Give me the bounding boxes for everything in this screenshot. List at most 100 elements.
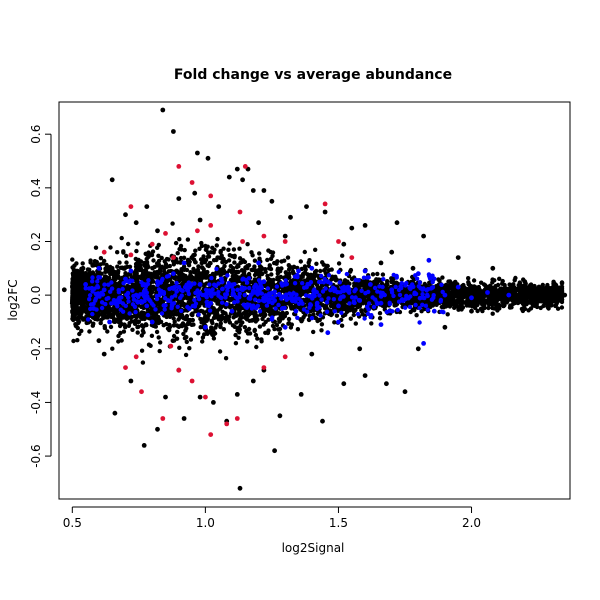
point-black-70 — [410, 265, 416, 271]
y-tick-label: 0.6 — [29, 125, 43, 144]
point-blue-27 — [368, 282, 373, 287]
point-blue-47 — [309, 265, 315, 271]
point-black-59 — [469, 308, 474, 314]
point-red-17 — [349, 255, 355, 260]
y-axis: -0.6 -0.4 -0.2 0.0 0.2 0.4 0.6 — [29, 125, 52, 468]
point-blue-51 — [325, 330, 331, 336]
point-red-25 — [160, 416, 166, 421]
point-black-35 — [562, 292, 568, 298]
point-red-22 — [189, 378, 195, 384]
point-blue-38 — [506, 292, 512, 298]
point-black-56 — [402, 389, 408, 395]
point-black-37 — [69, 300, 75, 306]
point-blue-42 — [149, 319, 155, 325]
point-black-54 — [362, 373, 368, 378]
x-axis-label: log2Signal — [282, 541, 345, 555]
point-red-13 — [101, 249, 107, 255]
point-blue-6 — [144, 303, 150, 309]
point-black-62 — [128, 378, 134, 384]
point-black-57 — [415, 346, 421, 352]
point-black-44 — [197, 394, 203, 400]
point-black-50 — [277, 413, 283, 419]
point-black-45 — [211, 400, 216, 405]
point-red-20 — [133, 354, 139, 360]
point-blue-37 — [485, 290, 490, 295]
point-black-26 — [197, 217, 203, 223]
point-black-9 — [250, 188, 256, 193]
point-black-49 — [272, 448, 277, 454]
point-black-13 — [216, 204, 222, 210]
point-black-10 — [261, 188, 267, 193]
x-tick-label: 1.0 — [196, 516, 215, 530]
point-black-39 — [101, 351, 107, 357]
point-black-29 — [341, 241, 347, 247]
point-blue-55 — [171, 271, 176, 277]
plot-frame — [58, 101, 571, 500]
x-axis: 0.5 1.0 1.5 2.0 — [63, 506, 481, 530]
point-black-32 — [490, 265, 496, 271]
y-tick-label: 0.0 — [29, 286, 43, 305]
point-blue-40 — [107, 319, 112, 325]
point-black-17 — [322, 209, 328, 215]
point-red-23 — [203, 394, 208, 400]
point-blue-46 — [282, 324, 288, 330]
point-red-2 — [189, 180, 195, 185]
points-layer — [61, 107, 568, 491]
y-tick-label: -0.2 — [29, 337, 43, 360]
point-blue-48 — [336, 319, 341, 325]
point-black-38 — [96, 338, 102, 344]
x-tick-label: 0.5 — [63, 516, 82, 530]
point-red-11 — [336, 239, 341, 244]
point-black-47 — [234, 392, 240, 397]
point-black-43 — [181, 416, 187, 421]
point-blue-32 — [426, 257, 432, 263]
point-black-34 — [549, 290, 554, 295]
point-black-0 — [160, 107, 166, 113]
point-black-8 — [240, 177, 246, 183]
point-blue-41 — [128, 268, 134, 274]
point-black-16 — [304, 204, 309, 210]
point-black-51 — [298, 392, 304, 397]
x-tick-label: 2.0 — [462, 516, 481, 530]
point-black-66 — [357, 346, 363, 352]
point-black-4 — [109, 177, 115, 183]
point-red-16 — [240, 239, 246, 244]
point-blue-43 — [181, 260, 187, 266]
point-blue-49 — [362, 268, 368, 274]
point-black-27 — [256, 220, 261, 226]
point-blue-35 — [455, 284, 461, 290]
point-red-14 — [128, 252, 134, 258]
point-black-55 — [384, 381, 389, 387]
point-black-61 — [163, 394, 168, 400]
point-black-5 — [226, 174, 232, 180]
point-blue-2 — [101, 287, 107, 293]
point-black-24 — [133, 220, 139, 226]
point-red-29 — [282, 354, 288, 360]
point-black-15 — [269, 198, 275, 204]
y-axis-label: log2FC — [6, 279, 20, 320]
point-red-0 — [176, 164, 182, 169]
point-black-71 — [501, 303, 506, 309]
point-black-20 — [394, 220, 400, 226]
point-red-5 — [128, 204, 134, 210]
point-black-41 — [141, 443, 147, 448]
point-red-31 — [123, 365, 128, 370]
point-red-6 — [237, 209, 243, 215]
point-red-12 — [149, 241, 155, 247]
point-black-69 — [378, 260, 384, 266]
point-black-1 — [171, 129, 176, 134]
point-blue-52 — [378, 322, 384, 327]
point-black-22 — [421, 233, 426, 239]
series-red — [101, 164, 355, 437]
point-black-2 — [195, 150, 200, 156]
point-blue-53 — [296, 268, 301, 274]
point-black-31 — [455, 255, 461, 260]
point-red-30 — [139, 389, 144, 395]
point-red-8 — [195, 228, 200, 234]
y-tick-label: -0.6 — [29, 444, 43, 467]
point-blue-39 — [96, 265, 102, 271]
point-red-7 — [208, 223, 214, 228]
point-black-30 — [389, 249, 395, 255]
point-black-60 — [250, 378, 256, 384]
